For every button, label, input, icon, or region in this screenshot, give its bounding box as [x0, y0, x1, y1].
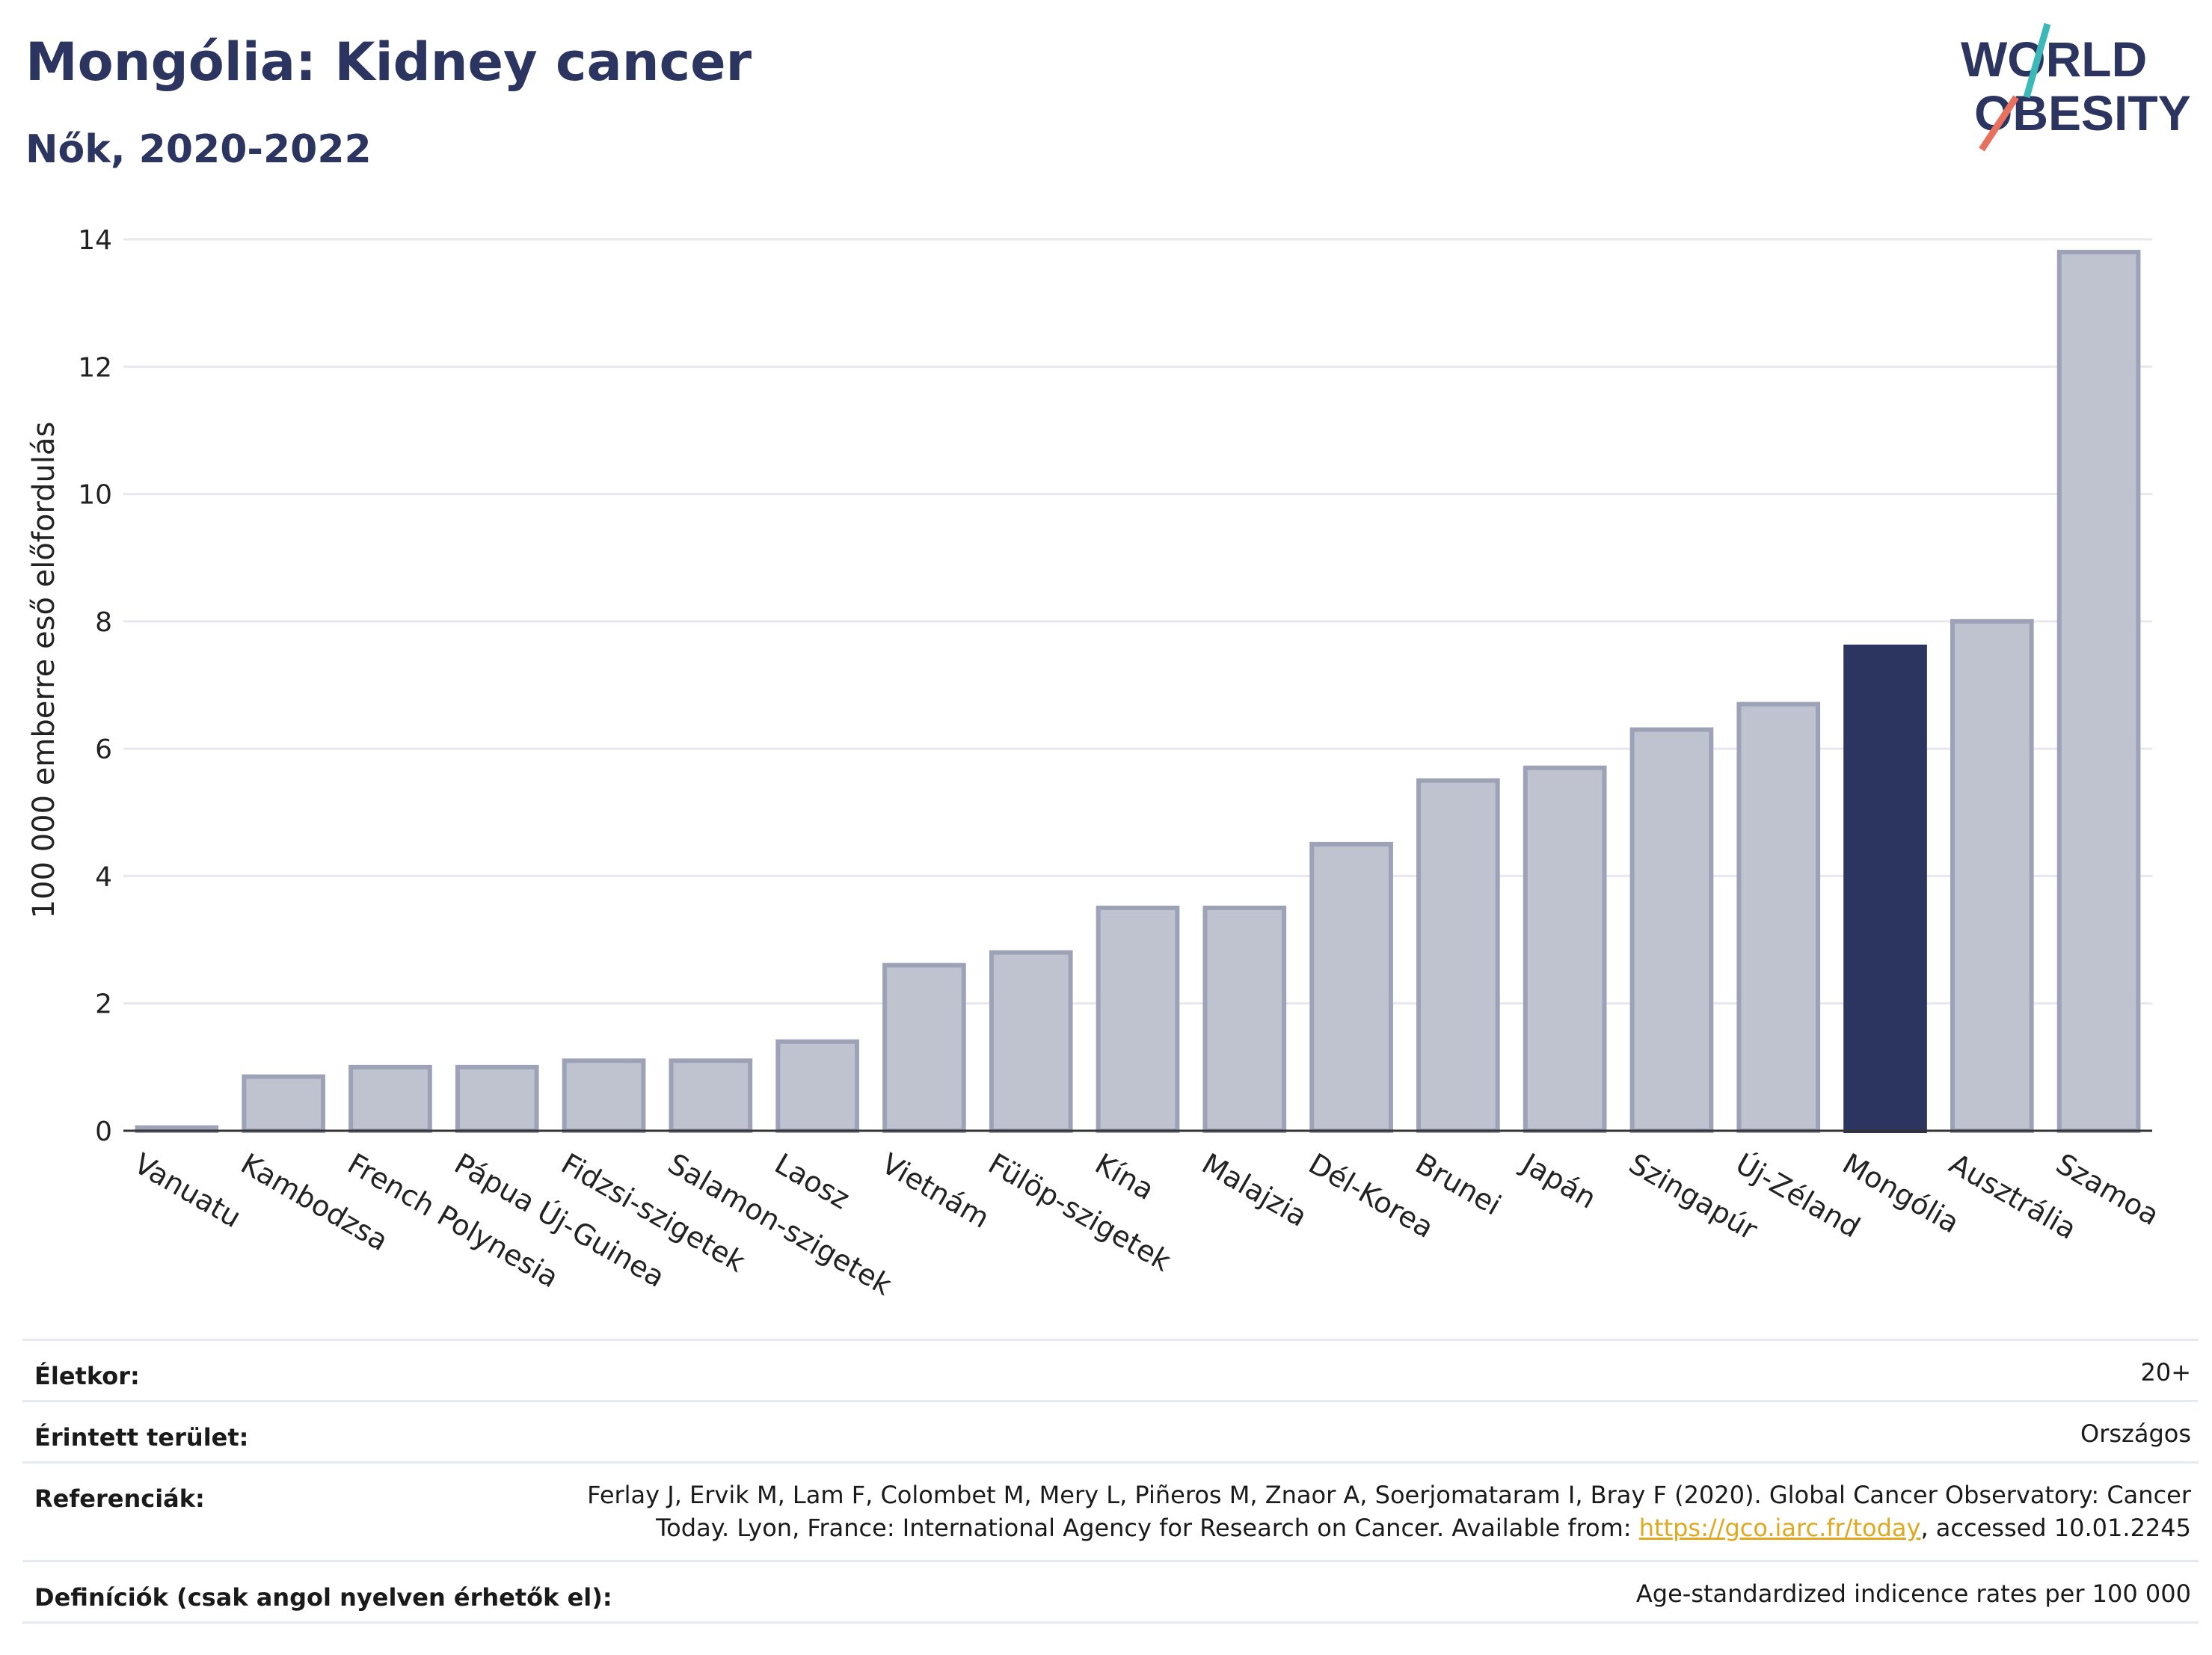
y-tick-label: 14: [78, 225, 112, 256]
info-bottom-border: [22, 1621, 2199, 1624]
info-row-area: Érintett terület: Országos: [22, 1400, 2199, 1462]
y-tick-label: 8: [95, 607, 112, 638]
info-key-area: Érintett terület:: [34, 1423, 249, 1452]
bar-highlighted: [1843, 644, 1927, 1133]
bar: [1950, 618, 2034, 1133]
bar: [2056, 250, 2141, 1133]
x-tick-label: Malajzia: [1196, 1147, 1313, 1233]
logo-line2: OBESITY: [1974, 85, 2191, 141]
reference-link[interactable]: https://gco.iarc.fr/today: [1638, 1514, 1921, 1542]
chart-title: Mongólia: Kidney cancer: [25, 31, 752, 93]
y-tick-label: 2: [95, 989, 112, 1020]
y-axis-ticks: 0 2 4 6 8 10 12 14: [78, 225, 112, 1147]
info-row-age: Életkor: 20+: [22, 1339, 2199, 1401]
bar: [1309, 841, 1393, 1134]
bar: [1202, 906, 1287, 1133]
info-key-references: Referenciák:: [34, 1484, 205, 1513]
bar: [1416, 778, 1500, 1133]
logo-slash-coral: [1979, 95, 2019, 152]
y-axis-label: 100 000 emberre eső előfordulás: [27, 422, 61, 919]
info-row-definitions: Definíciók (csak angol nyelven érhetők e…: [22, 1560, 2199, 1622]
bar: [562, 1058, 646, 1134]
info-row-references: Referenciák: Ferlay J, Ervik M, Lam F, C…: [22, 1461, 2199, 1561]
y-tick-label: 0: [95, 1117, 112, 1147]
y-tick-label: 6: [95, 734, 112, 765]
bar: [455, 1064, 539, 1134]
reference-line-1: Ferlay J, Ervik M, Lam F, Colombet M, Me…: [587, 1481, 2191, 1509]
info-key-definitions: Definíciók (csak angol nyelven érhetők e…: [34, 1583, 612, 1612]
bar: [1629, 727, 1714, 1133]
bar: [1736, 701, 1821, 1133]
x-tick-label: Japán: [1515, 1146, 1602, 1215]
x-tick-label: Laosz: [769, 1147, 855, 1216]
reference-text: Today. Lyon, France: International Agenc…: [656, 1514, 1639, 1542]
info-key-age: Életkor:: [34, 1362, 140, 1390]
y-tick-label: 10: [78, 480, 112, 511]
x-tick-label: Vanuatu: [129, 1147, 247, 1234]
logo-slash-teal: [2023, 22, 2051, 99]
x-tick-label: Kína: [1090, 1147, 1160, 1207]
y-tick-label: 4: [95, 862, 112, 892]
chart-subtitle: Nők, 2020-2022: [25, 127, 372, 172]
bar: [775, 1039, 859, 1134]
bars: [135, 250, 2141, 1134]
info-value-references: Ferlay J, Ervik M, Lam F, Colombet M, Me…: [587, 1479, 2191, 1544]
x-tick-label: Vietnám: [876, 1147, 995, 1235]
bar: [882, 962, 966, 1133]
y-tick-label: 12: [78, 352, 112, 383]
reference-line-2: Today. Lyon, France: International Agenc…: [587, 1511, 2191, 1544]
reference-accessed: , accessed 10.01.2245: [1920, 1514, 2191, 1542]
bar: [669, 1058, 753, 1134]
info-value-age: 20+: [2140, 1358, 2191, 1387]
bar: [1096, 906, 1180, 1133]
info-value-definitions: Age-standardized indicence rates per 100…: [1635, 1579, 2191, 1608]
logo-line1: WORLD: [1961, 31, 2147, 87]
bar: [989, 950, 1073, 1133]
bar: [242, 1074, 326, 1133]
bar: [1523, 765, 1607, 1133]
world-obesity-logo: WORLD OBESITY: [1961, 22, 2191, 152]
x-tick-label: Fülöp-szigetek: [983, 1147, 1176, 1278]
bar: [348, 1064, 432, 1134]
info-value-area: Országos: [2080, 1419, 2191, 1448]
